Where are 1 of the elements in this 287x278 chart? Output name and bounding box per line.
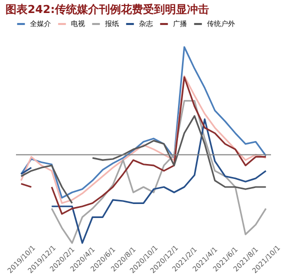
- chart-title: 图表242:传统媒介刊例花费受到明显冲击: [6, 3, 209, 16]
